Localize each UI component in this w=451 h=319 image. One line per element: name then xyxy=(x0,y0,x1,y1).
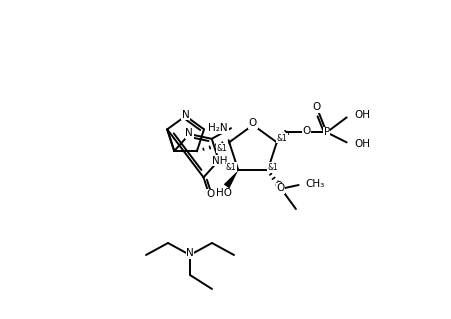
Text: O: O xyxy=(302,126,310,137)
Text: OH: OH xyxy=(354,139,370,149)
Text: N: N xyxy=(181,110,189,120)
Text: O: O xyxy=(276,183,284,193)
Text: N: N xyxy=(185,128,193,138)
Text: &1: &1 xyxy=(267,163,277,172)
Text: H₂N: H₂N xyxy=(208,123,227,133)
Text: OH: OH xyxy=(354,110,370,120)
Text: CH₃: CH₃ xyxy=(305,179,324,189)
Text: &1: &1 xyxy=(226,163,236,172)
Text: O: O xyxy=(274,182,282,191)
Text: &1: &1 xyxy=(276,134,286,143)
Text: O: O xyxy=(206,189,214,199)
Text: N: N xyxy=(186,248,193,258)
Text: P: P xyxy=(323,127,329,137)
Text: &1: &1 xyxy=(216,144,227,153)
Polygon shape xyxy=(223,170,238,189)
Text: O: O xyxy=(312,102,320,112)
Text: HO: HO xyxy=(215,189,231,198)
Text: NH: NH xyxy=(212,156,227,166)
Text: O: O xyxy=(249,118,257,128)
